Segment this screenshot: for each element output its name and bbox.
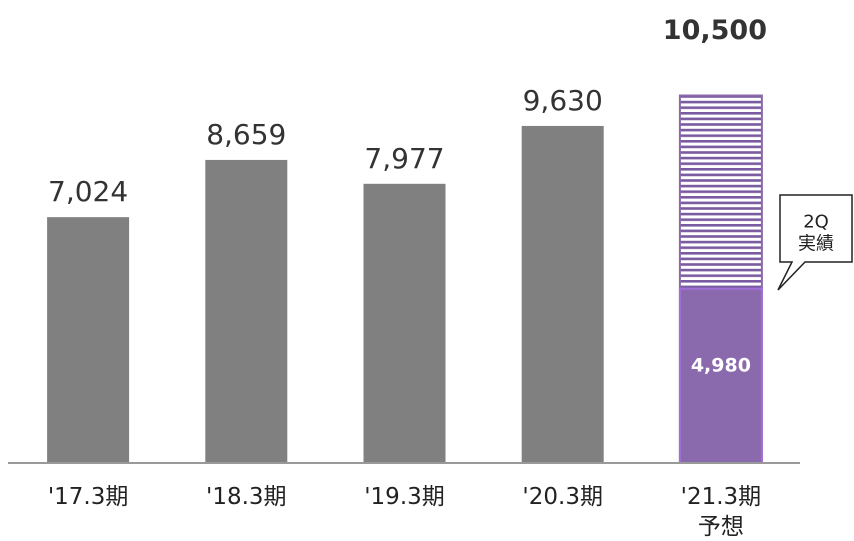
x-tick-label: '21.3期 予想 (680, 484, 762, 540)
bar (363, 183, 446, 463)
callout-box (777, 194, 853, 291)
x-tick-label: '20.3期 (522, 484, 603, 510)
x-tick-label: '17.3期 (47, 484, 129, 510)
value-label: 7,024 (48, 175, 129, 209)
partial-value-label: 4,980 (690, 354, 751, 377)
value-label: 9,630 (522, 84, 603, 118)
value-label: 7,977 (364, 142, 445, 175)
callout-text: 2Q 実績 (798, 211, 834, 254)
x-tick-label: '18.3期 (206, 484, 287, 510)
value-label: 10,500 (662, 14, 767, 46)
value-label: 8,659 (206, 118, 287, 152)
bar (47, 217, 130, 463)
bar-actual (678, 287, 763, 465)
bar (521, 125, 604, 463)
bar (205, 159, 288, 463)
x-tick-label: '19.3期 (364, 484, 445, 510)
